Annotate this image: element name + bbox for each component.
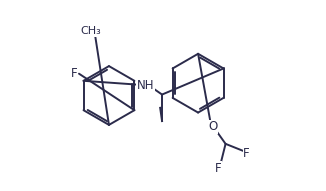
Text: CH₃: CH₃ — [81, 26, 101, 36]
Text: O: O — [208, 120, 217, 133]
Text: F: F — [215, 162, 221, 175]
Text: F: F — [71, 67, 78, 80]
Text: F: F — [243, 147, 250, 160]
Text: NH: NH — [137, 79, 154, 91]
